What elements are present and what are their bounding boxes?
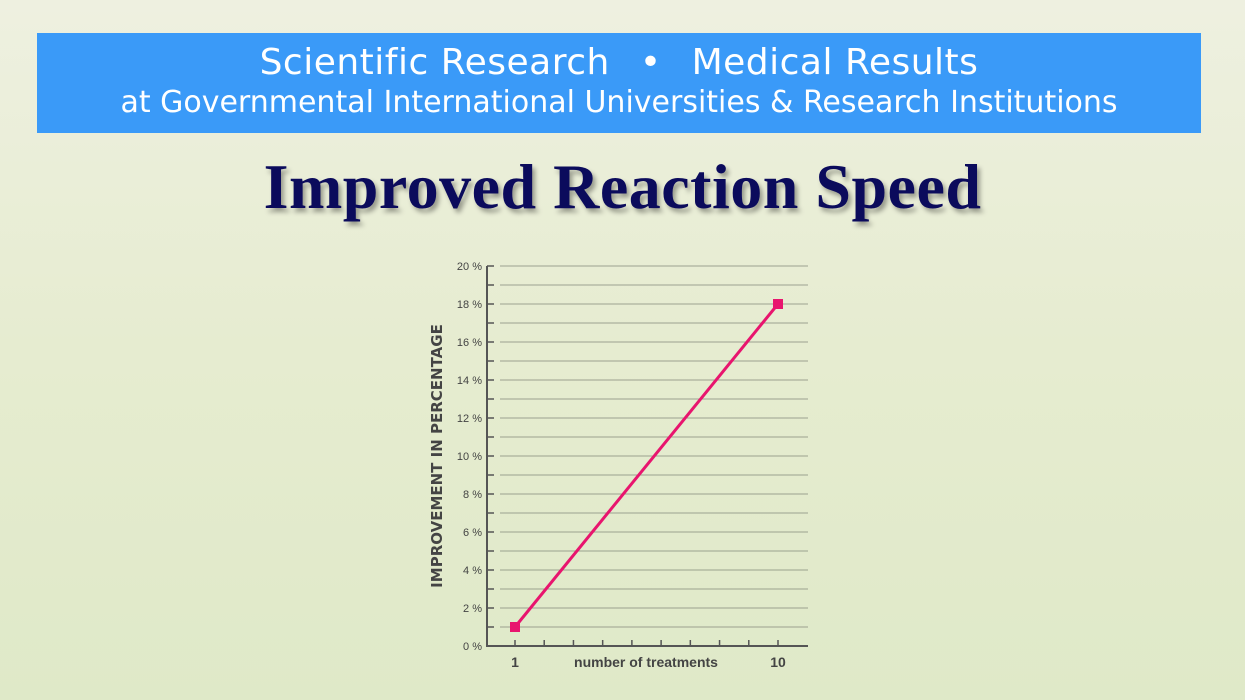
x-tick-label: 10 <box>770 654 786 670</box>
y-tick-label: 0 % <box>463 641 482 653</box>
page-title: Improved Reaction Speed <box>263 151 982 222</box>
x-axis-label: number of treatments <box>574 654 718 670</box>
x-tick-label: 1 <box>511 654 519 670</box>
y-tick-label: 2 % <box>463 603 482 615</box>
y-axis-label: IMPROVEMENT IN PERCENTAGE <box>428 324 446 588</box>
header-banner: Scientific Research • Medical Results at G… <box>37 33 1201 133</box>
y-tick-label: 20 % <box>457 261 482 273</box>
bullet-separator: • <box>639 42 662 83</box>
y-tick-label: 10 % <box>457 451 482 463</box>
y-tick-label: 12 % <box>457 413 482 425</box>
y-tick-label: 4 % <box>463 565 482 577</box>
y-tick-label: 6 % <box>463 527 482 539</box>
y-tick-label: 8 % <box>463 489 482 501</box>
series-line <box>513 303 780 628</box>
y-tick-label: 18 % <box>457 299 482 311</box>
y-tick-label: 14 % <box>457 375 482 387</box>
data-point <box>773 299 783 309</box>
y-tick-label: 16 % <box>457 337 482 349</box>
banner-medical-results: Medical Results <box>691 42 979 83</box>
banner-scientific-research: Scientific Research <box>259 42 610 83</box>
data-point <box>510 622 520 632</box>
banner-line-2: at Governmental International Universiti… <box>120 85 1118 120</box>
banner-line-1: Scientific Research • Medical Results <box>37 43 1201 83</box>
